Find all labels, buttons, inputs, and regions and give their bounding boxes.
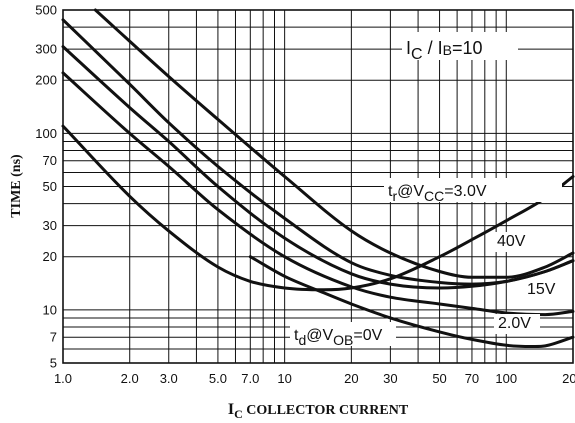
label-40v: 40V (497, 233, 526, 250)
ratio-annotation-run: C (411, 46, 423, 63)
label-2v-background (494, 314, 540, 334)
y-axis-title: TIME (ns) (9, 154, 24, 218)
y-tick-label: 200 (35, 73, 57, 88)
rise-time-annotation-run: t (388, 183, 393, 200)
rise-time-annotation-run: CC (424, 188, 444, 204)
y-tick-label: 10 (43, 302, 57, 317)
x-tick-label: 10 (277, 371, 291, 386)
y-tick-label: 500 (35, 3, 57, 18)
x-tick-label: 1.0 (54, 371, 72, 386)
label-15v-run: 15V (527, 281, 556, 298)
x-tick-label: 50 (432, 371, 446, 386)
y-tick-label: 50 (43, 179, 57, 194)
plot-frame (62, 9, 574, 364)
label-2v-run: 2.0V (498, 315, 531, 332)
series-line-6 (248, 255, 575, 349)
x-tick-label: 20 (344, 371, 358, 386)
label-15v: 15V (527, 281, 556, 298)
y-tick-labels: 5 7 10 20 30 50 70 100 200 300 500 (35, 3, 57, 371)
chart-curves (61, 8, 575, 349)
y-tick-label: 20 (43, 249, 57, 264)
rise-time-annotation: tr@VCC=3.0V (388, 183, 487, 204)
rise-time-annotation-run: @V (397, 183, 424, 200)
x-tick-label: 100 (495, 371, 517, 386)
label-40v-run: 40V (497, 233, 526, 250)
x-axis-title-main: I (228, 401, 234, 418)
x-tick-label: 70 (465, 371, 479, 386)
series-line-3 (61, 45, 575, 290)
delay-time-annotation: td@VOB=0V (294, 327, 383, 348)
label-2v: 2.0V (498, 315, 531, 332)
label-40v-background (493, 232, 533, 252)
rise-time-annotation-run: =3.0V (444, 183, 487, 200)
x-tick-label: 200 (562, 371, 575, 386)
y-tick-label: 30 (43, 218, 57, 233)
x-tick-label: 3.0 (160, 371, 178, 386)
ratio-annotation: IC / IB=10 (406, 38, 482, 63)
x-axis-title-sub: C (234, 407, 243, 421)
series-line-5 (61, 124, 575, 292)
ratio-annotation-background (402, 32, 518, 60)
rise-time-annotation-background (384, 178, 562, 202)
y-tick-label: 5 (50, 356, 57, 371)
rise-time-annotation-run: r (392, 188, 397, 204)
ratio-annotation-run: I (406, 38, 411, 58)
ratio-annotation-run: B (443, 42, 452, 58)
y-tick-label: 70 (43, 153, 57, 168)
x-tick-label: 2.0 (121, 371, 139, 386)
x-tick-label: 30 (383, 371, 397, 386)
y-tick-label: 300 (35, 42, 57, 57)
x-tick-label: 5.0 (209, 371, 227, 386)
y-tick-label: 7 (50, 330, 57, 345)
x-tick-labels: 1.0 2.0 3.0 5.0 7.0 10 20 30 50 70 100 200 (54, 371, 575, 386)
delay-time-annotation-run: d (298, 332, 306, 348)
series-line-1 (93, 8, 575, 279)
label-15v-background (523, 280, 563, 300)
x-tick-label: 7.0 (241, 371, 259, 386)
delay-time-annotation-run: @V (306, 327, 333, 344)
delay-time-annotation-run: =0V (353, 327, 382, 344)
ratio-annotation-run: =10 (452, 38, 483, 58)
x-axis-title: IC COLLECTOR CURRENT (228, 401, 409, 421)
ratio-annotation-run: / I (423, 38, 443, 58)
delay-time-annotation-background (290, 322, 396, 346)
delay-time-annotation-run: t (294, 327, 299, 344)
delay-time-annotation-run: OB (333, 332, 353, 348)
x-axis-title-rest: COLLECTOR CURRENT (243, 403, 409, 418)
y-tick-label: 100 (35, 126, 57, 141)
